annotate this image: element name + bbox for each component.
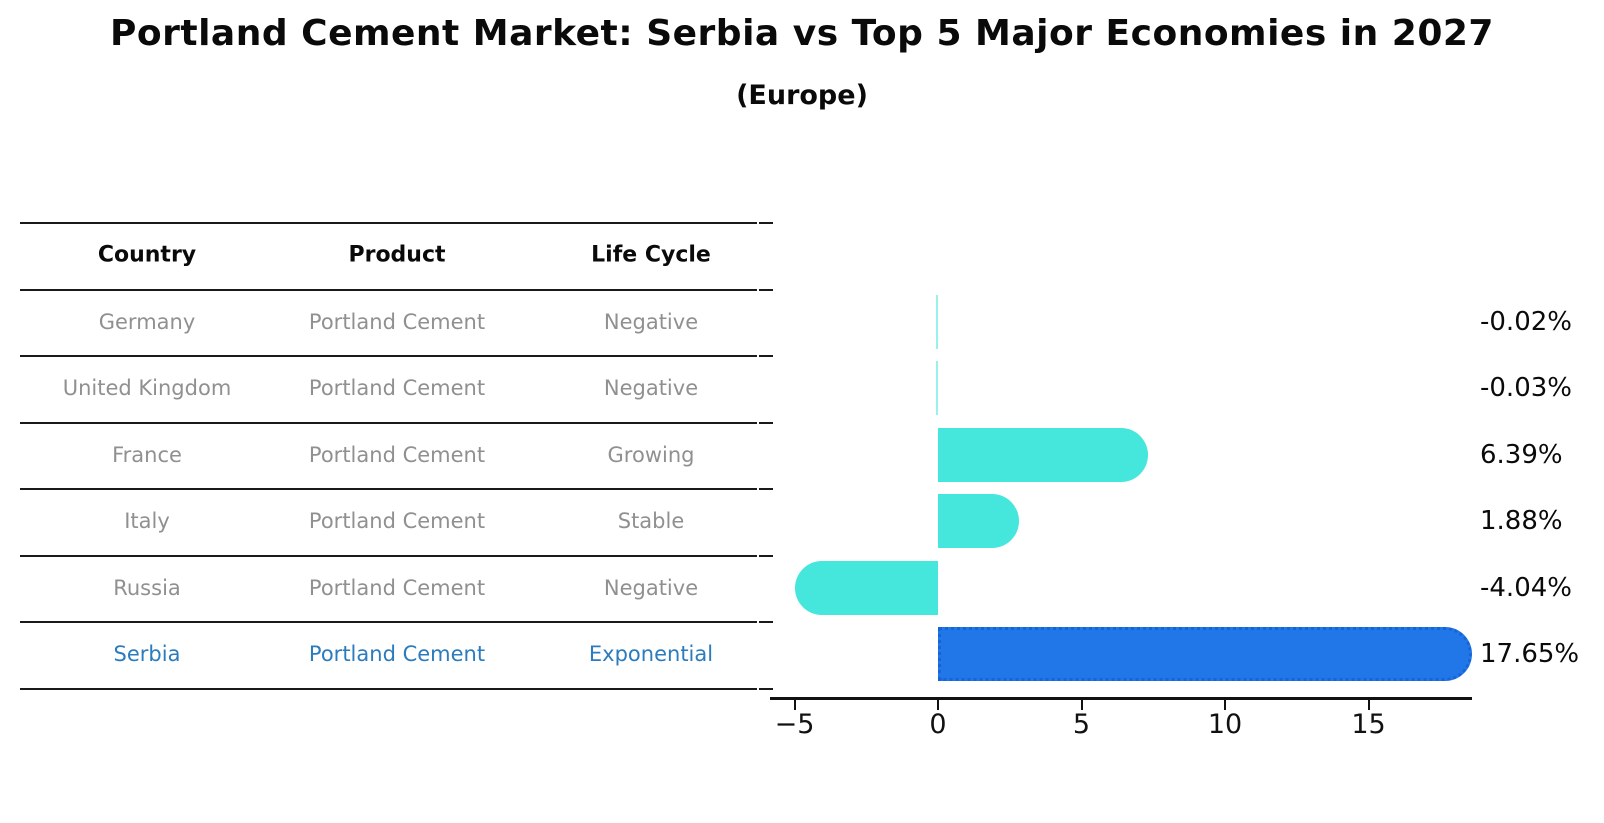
chart-title: Portland Cement Market: Serbia vs Top 5 …: [110, 13, 1494, 54]
y-axis-tick: [759, 621, 773, 623]
x-axis-tick: [937, 700, 939, 710]
cell-country: Germany: [98, 309, 196, 334]
table-rule: [20, 355, 757, 357]
table-rule: [20, 621, 757, 623]
bar-russia: [795, 560, 938, 615]
x-axis-tick: [1224, 700, 1226, 710]
x-axis-tick: [793, 700, 796, 710]
y-axis-tick: [759, 222, 773, 224]
table-rule: [20, 488, 757, 490]
bar-value-label: 17.65%: [1480, 639, 1580, 670]
bar-value-label: -0.02%: [1480, 306, 1572, 337]
cell-life-cycle: Negative: [603, 309, 699, 334]
table-rule: [20, 687, 757, 690]
bar-value-label: -4.04%: [1480, 572, 1572, 603]
bar-value-label: 1.88%: [1480, 506, 1563, 537]
cell-life-cycle: Negative: [603, 376, 699, 401]
y-axis-tick: [759, 355, 773, 357]
cell-life-cycle: Growing: [607, 442, 695, 467]
y-axis-tick: [759, 554, 773, 557]
x-axis-tick: [1080, 700, 1083, 710]
bar-value-label: 6.39%: [1480, 439, 1563, 470]
x-axis-tick-label: 0: [929, 709, 947, 740]
y-axis-tick: [759, 421, 773, 424]
column-header: Product: [348, 242, 446, 268]
cell-product: Portland Cement: [308, 509, 486, 534]
x-axis-tick-label: 15: [1351, 709, 1386, 740]
cell-life-cycle: Negative: [603, 575, 699, 600]
y-axis-tick: [759, 488, 773, 490]
cell-product: Portland Cement: [308, 309, 486, 334]
bar-france: [938, 427, 1149, 482]
table-rule: [20, 222, 757, 224]
cell-country: Russia: [113, 575, 181, 600]
chart-subtitle: (Europe): [736, 80, 868, 111]
cell-life-cycle: Stable: [617, 509, 685, 534]
cell-country: Italy: [124, 509, 170, 534]
bar-value-label: -0.03%: [1480, 373, 1572, 404]
bar-united-kingdom: [936, 361, 938, 416]
x-axis-line: [770, 697, 1472, 700]
x-axis-tick-label: 10: [1207, 709, 1243, 740]
cell-product: Portland Cement: [308, 642, 486, 667]
column-header: Country: [97, 242, 197, 268]
x-axis-tick: [1367, 700, 1370, 710]
table-rule: [20, 288, 757, 291]
cell-life-cycle: Exponential: [588, 642, 714, 667]
bar-germany: [936, 294, 938, 349]
table-rule: [20, 421, 757, 424]
bar-italy: [938, 494, 1019, 549]
column-header: Life Cycle: [591, 242, 711, 268]
bar-serbia-highlight: [938, 627, 1472, 682]
cell-product: Portland Cement: [308, 575, 486, 600]
cell-country: Serbia: [113, 642, 181, 667]
y-axis-tick: [759, 687, 773, 690]
x-axis-tick-label: 5: [1072, 709, 1091, 740]
y-axis-tick: [759, 288, 773, 291]
cell-product: Portland Cement: [308, 442, 486, 467]
cell-country: United Kingdom: [62, 376, 232, 401]
cell-country: France: [112, 442, 182, 467]
cell-product: Portland Cement: [308, 376, 486, 401]
table-rule: [20, 554, 757, 557]
x-axis-tick-label: −5: [774, 709, 815, 740]
